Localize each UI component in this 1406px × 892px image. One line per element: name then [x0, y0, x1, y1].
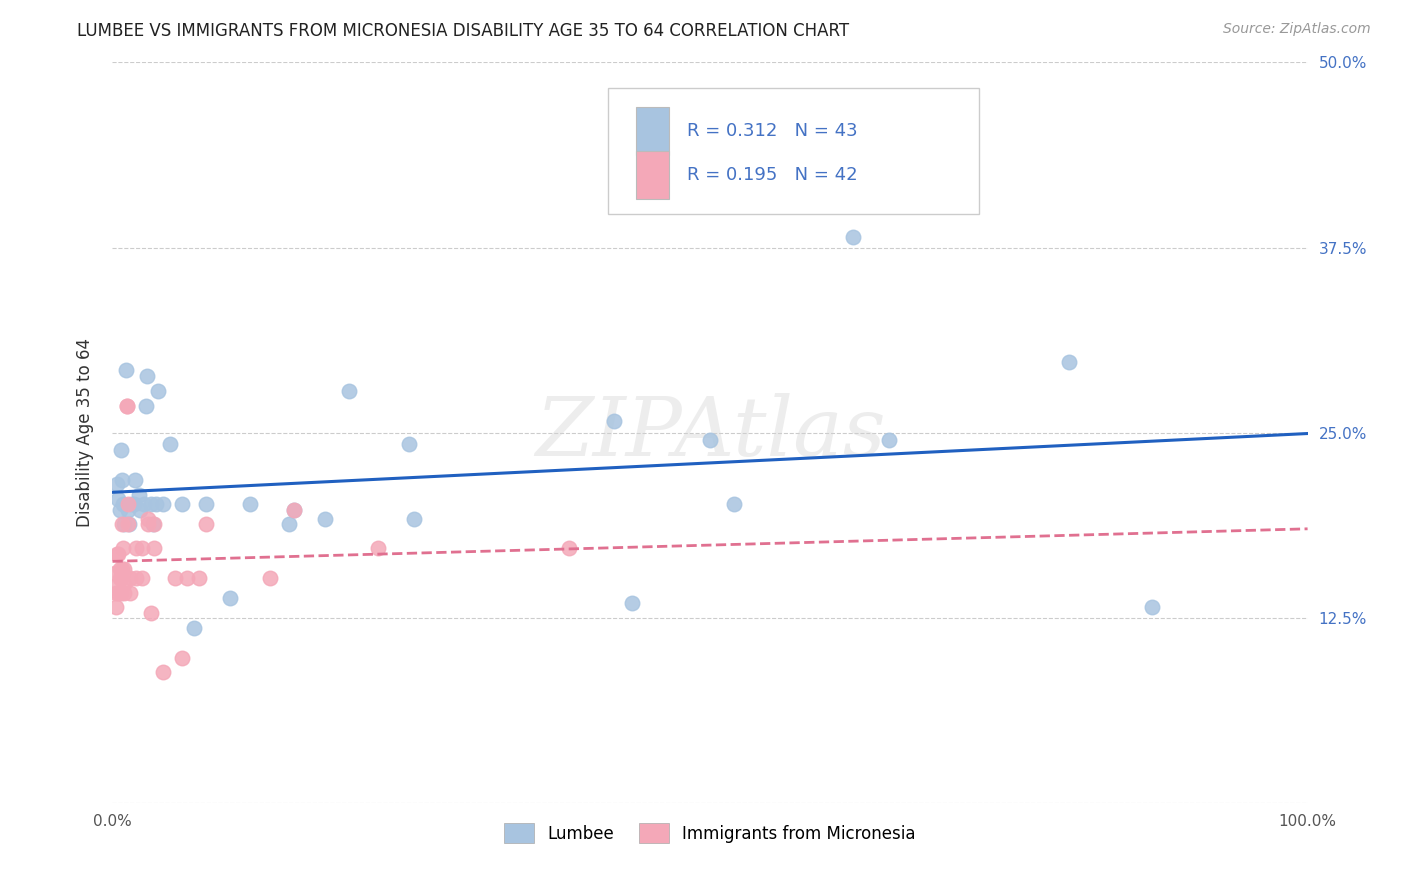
Point [194, 517, 217, 532]
Point [111, 473, 134, 487]
Point [118, 517, 141, 532]
Point [110, 443, 132, 458]
Point [314, 511, 336, 525]
Point [128, 488, 150, 502]
Point [138, 517, 160, 532]
Point [183, 621, 205, 635]
Point [121, 497, 143, 511]
Point [132, 497, 155, 511]
Point [110, 585, 132, 599]
Point [107, 576, 129, 591]
Point [145, 497, 167, 511]
Point [114, 562, 135, 576]
Point [112, 497, 135, 511]
Point [124, 473, 146, 487]
Point [143, 517, 166, 532]
Point [367, 541, 389, 555]
Point [107, 492, 129, 507]
FancyBboxPatch shape [636, 107, 669, 155]
Point [108, 562, 131, 576]
Text: ZIPAtlas: ZIPAtlas [534, 392, 886, 473]
Point [105, 585, 128, 599]
Point [259, 571, 281, 585]
Text: R = 0.312   N = 43: R = 0.312 N = 43 [688, 122, 858, 140]
Point [170, 650, 193, 665]
Point [159, 437, 181, 451]
Point [723, 497, 745, 511]
Point [115, 399, 138, 413]
Point [114, 517, 135, 532]
Point [122, 497, 145, 511]
Point [114, 585, 135, 599]
Point [120, 585, 142, 599]
Point [402, 511, 425, 525]
Point [146, 384, 169, 399]
Point [187, 571, 209, 585]
Point [176, 571, 198, 585]
Text: LUMBEE VS IMMIGRANTS FROM MICRONESIA DISABILITY AGE 35 TO 64 CORRELATION CHART: LUMBEE VS IMMIGRANTS FROM MICRONESIA DIS… [77, 22, 849, 40]
Point [139, 607, 162, 621]
Point [699, 433, 721, 447]
Point [398, 437, 420, 451]
Point [218, 591, 240, 606]
Point [114, 576, 135, 591]
Point [129, 502, 152, 516]
Point [879, 433, 901, 447]
Point [194, 497, 217, 511]
Point [120, 571, 142, 585]
Point [239, 497, 262, 511]
Point [111, 562, 134, 576]
Point [125, 541, 148, 555]
Point [603, 414, 626, 428]
Point [115, 399, 138, 413]
Point [163, 571, 186, 585]
Point [142, 517, 165, 532]
Point [117, 497, 139, 511]
Y-axis label: Disability Age 35 to 64: Disability Age 35 to 64 [76, 338, 94, 527]
Point [131, 571, 153, 585]
Point [110, 571, 132, 585]
Point [125, 571, 148, 585]
Point [117, 502, 139, 516]
Point [105, 477, 128, 491]
Point [842, 230, 865, 244]
Point [278, 517, 301, 532]
Point [621, 596, 644, 610]
Text: Source: ZipAtlas.com: Source: ZipAtlas.com [1223, 22, 1371, 37]
Point [283, 502, 305, 516]
Point [152, 665, 174, 680]
FancyBboxPatch shape [636, 152, 669, 200]
Point [104, 566, 127, 581]
Point [108, 571, 131, 585]
Point [136, 369, 159, 384]
Text: R = 0.195   N = 42: R = 0.195 N = 42 [688, 166, 858, 185]
Legend: Lumbee, Immigrants from Micronesia: Lumbee, Immigrants from Micronesia [498, 816, 922, 850]
Point [135, 399, 157, 413]
Point [558, 541, 581, 555]
Point [139, 497, 162, 511]
Point [105, 547, 128, 561]
Point [107, 585, 129, 599]
Point [1057, 354, 1080, 368]
Point [114, 363, 136, 377]
Point [105, 600, 128, 615]
Point [283, 502, 305, 516]
Point [108, 502, 131, 516]
Point [131, 541, 153, 555]
Point [111, 517, 134, 532]
Point [117, 517, 139, 532]
Point [112, 541, 135, 555]
Point [107, 547, 129, 561]
Point [152, 497, 174, 511]
Point [337, 384, 360, 399]
Point [143, 541, 166, 555]
FancyBboxPatch shape [609, 88, 979, 214]
Point [138, 511, 160, 525]
Point [170, 497, 193, 511]
Point [1142, 600, 1164, 615]
